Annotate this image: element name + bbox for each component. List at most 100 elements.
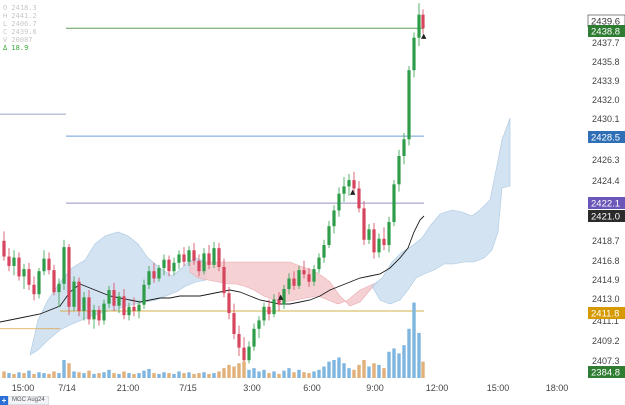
volume-bar — [377, 364, 381, 378]
price-tick-label: 2424.4 — [592, 176, 620, 186]
price-tick-label: 2435.8 — [592, 57, 620, 67]
candle-body — [421, 14, 425, 29]
volume-bar — [67, 363, 71, 378]
time-tick-label: 7/14 — [58, 383, 76, 393]
volume-bar — [367, 366, 371, 378]
candle-body — [372, 229, 376, 253]
candle-body — [292, 278, 296, 286]
add-symbol-button[interactable]: + — [0, 396, 8, 405]
candle-body — [342, 186, 346, 194]
price-tick-label: 2426.3 — [592, 155, 620, 165]
volume-bar — [27, 370, 31, 378]
volume-bar — [77, 372, 81, 378]
time-tick-label: 3:00 — [243, 383, 261, 393]
ma-badge — [588, 210, 625, 222]
volume-bar — [187, 372, 191, 378]
cloud-bull-region — [29, 231, 207, 356]
candle-body — [262, 306, 266, 321]
candle-body — [57, 283, 61, 293]
candle-body — [212, 248, 216, 265]
price-axis[interactable]: 2437.7 2435.8 2433.9 2432.0 2430.1 2426.3 2424… — [587, 0, 625, 381]
candle-body — [202, 253, 206, 272]
candle-body — [157, 268, 161, 279]
volume-bar — [192, 373, 196, 378]
candle-body — [277, 299, 281, 305]
volume-bar — [137, 373, 141, 378]
candle-body — [122, 296, 126, 316]
volume-badge-label: 2384.8 — [591, 368, 620, 379]
candle-body — [242, 347, 246, 361]
volume-badge — [588, 366, 625, 378]
candle-body — [207, 253, 211, 265]
volume-bar — [127, 373, 131, 378]
price-tick-label: 2409.2 — [592, 336, 620, 346]
candle-body — [362, 208, 366, 240]
candle-body — [67, 247, 71, 307]
candle-body — [352, 180, 356, 189]
volume-bar — [147, 368, 151, 378]
volume-bar — [252, 368, 256, 378]
candle-body — [237, 334, 241, 348]
ohlc-legend: O 2418.3 H 2441.2 L 2406.7 C 2439.6 V 20… — [3, 4, 37, 52]
time-tick-label: 12:00 — [426, 383, 449, 393]
candle-body — [17, 257, 21, 277]
candle-body — [197, 260, 201, 272]
volume-bar — [272, 371, 276, 378]
ma-badge-label: 2421.0 — [591, 212, 620, 223]
volume-bar — [87, 370, 91, 378]
volume-bar — [232, 366, 236, 378]
candle-body — [327, 226, 331, 246]
volume-bar — [267, 373, 271, 378]
volume-bar — [287, 368, 291, 378]
volume-bar — [222, 368, 226, 378]
trade-marker-icon: ▲ — [421, 32, 427, 40]
candle-body — [127, 306, 131, 316]
candle-body — [27, 269, 31, 285]
candle-body — [317, 257, 321, 270]
volume-bar — [37, 372, 41, 378]
purple-line-badge — [588, 197, 625, 209]
time-axis[interactable]: 15:00 7/14 21:00 7/15 3:00 6:00 9:00 12:00 15:00… — [0, 381, 587, 395]
time-tick-label: 6:00 — [303, 383, 321, 393]
volume-bar — [357, 364, 361, 378]
volume-bar — [307, 373, 311, 378]
candle-body — [407, 70, 411, 140]
candle-body — [142, 284, 146, 305]
volume-bar — [277, 373, 281, 378]
volume-bar — [242, 361, 246, 378]
volume-bar — [142, 370, 146, 378]
low-value: L 2406.7 — [3, 20, 37, 28]
candle-body — [367, 229, 371, 240]
volume-value: V 20087 — [3, 36, 33, 44]
volume-bar — [197, 373, 201, 378]
time-tick-label: 9:00 — [366, 383, 384, 393]
cloud-bull-region-right — [371, 117, 511, 305]
volume-bar — [7, 373, 11, 378]
volume-bar — [417, 332, 421, 378]
candle-body — [102, 303, 106, 321]
candle-body — [287, 278, 291, 289]
close-value: C 2439.6 — [3, 28, 37, 36]
candle-body — [392, 184, 396, 222]
candle-body — [297, 270, 301, 286]
candle-body — [232, 313, 236, 335]
candle-body — [47, 258, 51, 271]
close-badge-label: 2438.8 — [591, 27, 620, 38]
time-tick-label: 18:00 — [546, 383, 569, 393]
last-price-badge-label: 2439.6 — [591, 17, 620, 28]
candle-body — [192, 250, 196, 261]
candle-body — [272, 299, 276, 315]
volume-bar — [162, 372, 166, 378]
candle-body — [97, 309, 101, 321]
volume-bar — [337, 357, 341, 378]
candle-body — [32, 284, 36, 295]
candle-body — [382, 238, 386, 246]
price-tick-label: 2411.1 — [592, 316, 619, 326]
time-tick-label: 21:00 — [117, 383, 140, 393]
candle-body — [222, 267, 226, 294]
symbol-tab[interactable]: MGC Aug24 — [8, 396, 49, 405]
candle-body — [302, 270, 306, 275]
volume-bar — [217, 371, 221, 378]
candle-body — [152, 271, 156, 279]
